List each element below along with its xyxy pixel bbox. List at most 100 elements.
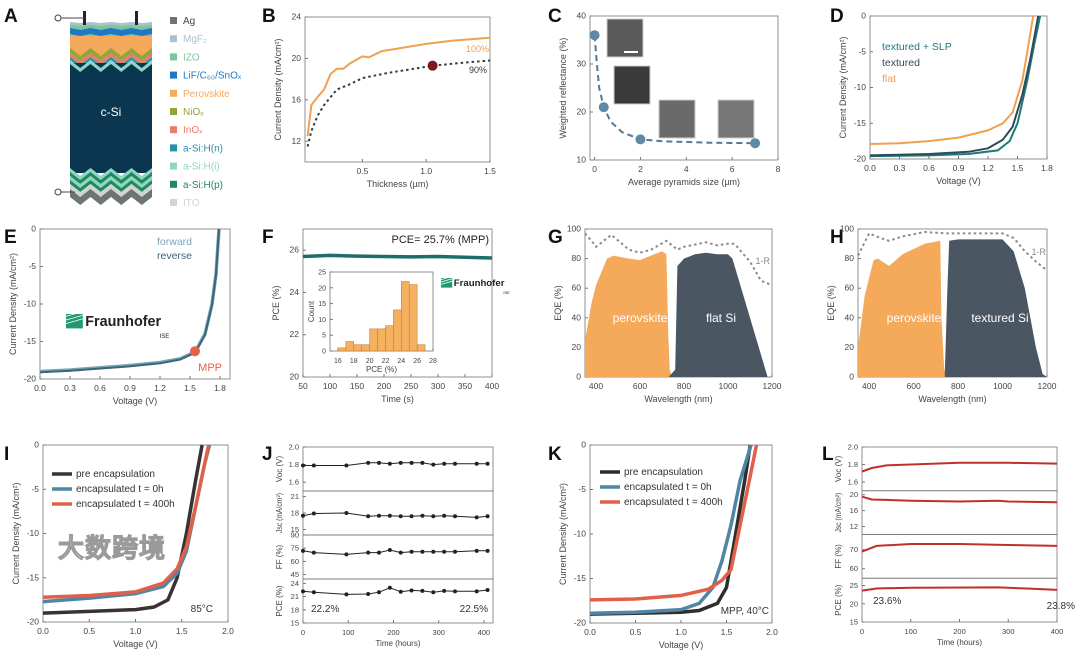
x-tick-label: 400	[589, 381, 603, 391]
y-tick-label: 60	[845, 283, 855, 293]
data-point	[387, 513, 392, 518]
panel-label-L: L	[822, 444, 834, 465]
x-tick-label: 0.3	[64, 383, 76, 393]
data-point	[344, 592, 349, 597]
layer	[70, 48, 152, 61]
y-tick-label: 20	[577, 107, 587, 117]
series-pce	[861, 586, 1058, 592]
x-tick-label: 1.8	[214, 383, 226, 393]
y-tick-label: -20	[854, 154, 867, 164]
x-tick-label: 1200	[1038, 381, 1057, 391]
y-tick-label: 2.0	[289, 443, 299, 452]
x-tick-label: 0.6	[923, 163, 935, 173]
annotation-90pct: 90%	[469, 65, 487, 75]
data-point	[474, 589, 479, 594]
x-axis-label: PCE (%)	[366, 365, 397, 374]
y-tick-label: 0	[322, 349, 326, 356]
contact-finger	[83, 11, 86, 25]
legend-entry: a-Si:H(i)	[183, 162, 220, 173]
layer	[70, 176, 152, 188]
data-point	[442, 549, 447, 554]
x-tick-label: 0.9	[124, 383, 136, 393]
data-point	[453, 589, 457, 594]
fraunhofer-logo: Fraunhofer ISE	[65, 307, 169, 340]
y-tick-label: 0	[31, 224, 36, 234]
y-tick-label: 20	[572, 342, 582, 352]
legend-swatch	[170, 89, 177, 97]
x-tick-label: 1.0	[420, 166, 432, 176]
y-axis-label: Jsc (mA/cm²)	[275, 493, 284, 533]
data-point	[398, 460, 403, 465]
series-ff	[861, 543, 1058, 553]
x-tick-label: 8	[776, 164, 781, 174]
y-tick-label: 80	[845, 253, 855, 263]
y-tick-label: 45	[291, 570, 299, 579]
x-axis-label: Time (hours)	[375, 639, 420, 648]
y-tick-label: 15	[318, 301, 326, 308]
legend-entry: InOₓ	[183, 125, 203, 136]
y-tick-label: 25	[850, 581, 858, 590]
x-tick-label: 2.0	[766, 627, 778, 637]
series-textured	[869, 15, 1040, 157]
y-tick-label: 60	[291, 557, 299, 566]
y-tick-label: 15	[291, 525, 299, 534]
legend-entry: pre encapsulation	[76, 469, 155, 480]
data-point	[387, 461, 392, 466]
legend-swatch	[170, 71, 177, 79]
layer	[70, 28, 152, 36]
x-tick-label: 6	[730, 164, 735, 174]
x-tick-label: 0.0	[584, 627, 596, 637]
data-point	[431, 590, 436, 595]
y-axis-label: Voc (V)	[275, 456, 284, 483]
x-tick-label: 1000	[719, 381, 738, 391]
logo-name: Fraunhofer	[85, 314, 161, 330]
y-tick-label: -10	[27, 528, 40, 538]
data-point	[344, 463, 349, 468]
y-tick-label: -10	[854, 82, 867, 92]
legend-reverse: reverse	[157, 250, 192, 262]
x-tick-label: 1.5	[721, 627, 733, 637]
data-point	[398, 514, 403, 519]
x-tick-label: 1.0	[675, 627, 687, 637]
y-axis-label: Current Density (mA/cm²)	[273, 38, 283, 140]
x-axis-label: Time (hours)	[937, 638, 982, 647]
x-tick-label: 800	[951, 381, 965, 391]
series-flat-si	[668, 252, 768, 377]
data-point	[409, 549, 414, 554]
panel-label-G: G	[548, 227, 563, 248]
data-point	[344, 552, 349, 557]
series-1-r	[584, 232, 773, 287]
legend-entry: MgF₂	[183, 34, 207, 45]
y-axis-label: Current Density (mA/cm²)	[11, 482, 21, 584]
x-tick-label: 400	[478, 628, 491, 637]
y-tick-label: 25	[318, 270, 326, 277]
label-1-r: 1-R	[755, 256, 770, 266]
data-point	[301, 463, 305, 468]
series-encapsulated-t-400h	[589, 444, 759, 602]
plot-frame	[302, 446, 494, 492]
panel-label-H: H	[830, 227, 844, 248]
x-tick-label: 100	[323, 381, 337, 391]
annotation-start: 23.6%	[873, 596, 901, 607]
legend-entry: textured + SLP	[882, 41, 952, 53]
data-marker	[190, 346, 200, 357]
annotation-100pct: 100%	[466, 44, 489, 54]
plot-frame	[302, 534, 494, 580]
x-tick-label: 1.2	[154, 383, 166, 393]
panel-label-C: C	[548, 6, 562, 27]
plot-frame	[861, 534, 1058, 579]
y-tick-label: 12	[292, 136, 302, 146]
series-ff	[302, 549, 488, 555]
series-90-	[306, 59, 491, 147]
x-axis-label: Thickness (µm)	[367, 179, 429, 189]
logo-stripe	[65, 314, 83, 321]
histogram-bar	[385, 325, 394, 352]
y-tick-label: -15	[854, 118, 867, 128]
x-tick-label: 300	[1002, 627, 1015, 636]
data-point	[301, 548, 305, 553]
histogram-bar	[369, 328, 378, 352]
sem-image-inset	[613, 65, 651, 105]
y-tick-label: 0	[861, 11, 866, 21]
legend-swatch	[170, 180, 177, 188]
annotation-pce: PCE= 25.7% (MPP)	[391, 234, 489, 246]
